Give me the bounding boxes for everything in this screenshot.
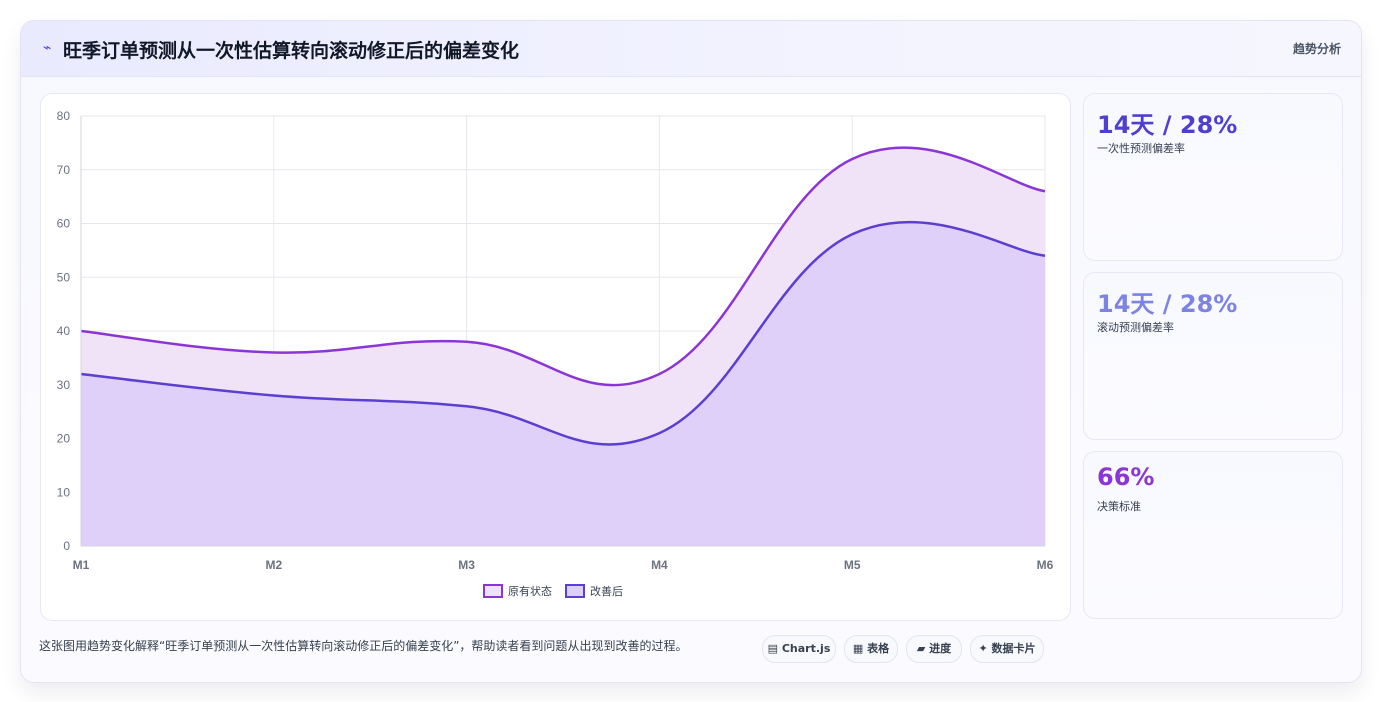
chart-panel: 0 10 20 30 40 50 60 70 80 M1 M2 M3 M4 M5 M6 原有状态 改善后 (40, 93, 1071, 621)
chart-icon: ▤ (767, 642, 779, 655)
legend-label: 改善后 (590, 584, 623, 598)
stat-value: 66% (1097, 463, 1155, 491)
dashboard-card: ⌁ 旺季订单预测从一次性估算转向滚动修正后的偏差变化 趋势分析 0 10 20 30 4… (20, 20, 1362, 683)
x-tick-label: M4 (651, 558, 668, 572)
y-tick-label: 0 (63, 539, 70, 553)
y-tick-label: 80 (57, 109, 71, 123)
legend-label: 原有状态 (508, 584, 552, 598)
stat-label: 决策标准 (1097, 500, 1141, 513)
stat-label: 滚动预测偏差率 (1097, 321, 1174, 334)
y-tick-label: 60 (57, 217, 71, 231)
pill-data-cards[interactable]: ✦ 数据卡片 (970, 635, 1044, 663)
x-tick-label: M5 (844, 558, 861, 572)
series-line-1 (80, 220, 1046, 446)
pill-progress[interactable]: ▰ 进度 (906, 635, 962, 663)
progress-icon: ▰ (916, 642, 926, 655)
y-tick-label: 20 (57, 432, 71, 446)
x-tick-label: M6 (1037, 558, 1054, 572)
page-title: 旺季订单预测从一次性估算转向滚动修正后的偏差变化 (63, 40, 520, 62)
stat-label: 一次性预测偏差率 (1097, 142, 1185, 155)
stat-value: 14天 / 28% (1097, 111, 1238, 139)
pill-label: Chart.js (781, 642, 831, 655)
chart-description: 这张图用趋势变化解释“旺季订单预测从一次性估算转向滚动修正后的偏差变化”，帮助读… (39, 639, 688, 653)
stat-card-one-time: 14天 / 28% 一次性预测偏差率 (1083, 93, 1343, 261)
stat-card-rolling: 14天 / 28% 滚动预测偏差率 (1083, 272, 1343, 440)
x-tick-label: M2 (265, 558, 282, 572)
area-chart: 0 10 20 30 40 50 60 70 80 M1 M2 M3 M4 M5 M6 原有状态 改善后 (57, 109, 1054, 598)
pill-chartjs[interactable]: ▤ Chart.js (762, 635, 836, 663)
legend-swatch (483, 584, 503, 598)
pill-label: 数据卡片 (991, 642, 1036, 655)
sparkle-icon: ✦ (978, 642, 988, 655)
chart-line-icon: ⌁ (43, 40, 52, 56)
y-tick-label: 50 (57, 270, 71, 284)
table-icon: ▦ (852, 642, 864, 655)
pill-label: 进度 (929, 642, 952, 655)
stat-card-decision: 66% 决策标准 (1083, 451, 1343, 619)
stat-value: 14天 / 28% (1097, 290, 1238, 318)
pill-label: 表格 (867, 642, 890, 655)
legend-swatch (565, 584, 585, 598)
x-tick-label: M3 (458, 558, 475, 572)
y-tick-label: 70 (57, 163, 71, 177)
series-line-0 (80, 146, 1046, 387)
series-area-1 (81, 222, 1045, 546)
x-tick-label: M1 (73, 558, 90, 572)
y-tick-label: 40 (57, 324, 71, 338)
card-header: ⌁ 旺季订单预测从一次性估算转向滚动修正后的偏差变化 趋势分析 (21, 21, 1361, 77)
y-tick-label: 10 (57, 485, 71, 499)
category-tag: 趋势分析 (1292, 42, 1341, 56)
pill-table[interactable]: ▦ 表格 (844, 635, 898, 663)
y-tick-label: 30 (57, 378, 71, 392)
